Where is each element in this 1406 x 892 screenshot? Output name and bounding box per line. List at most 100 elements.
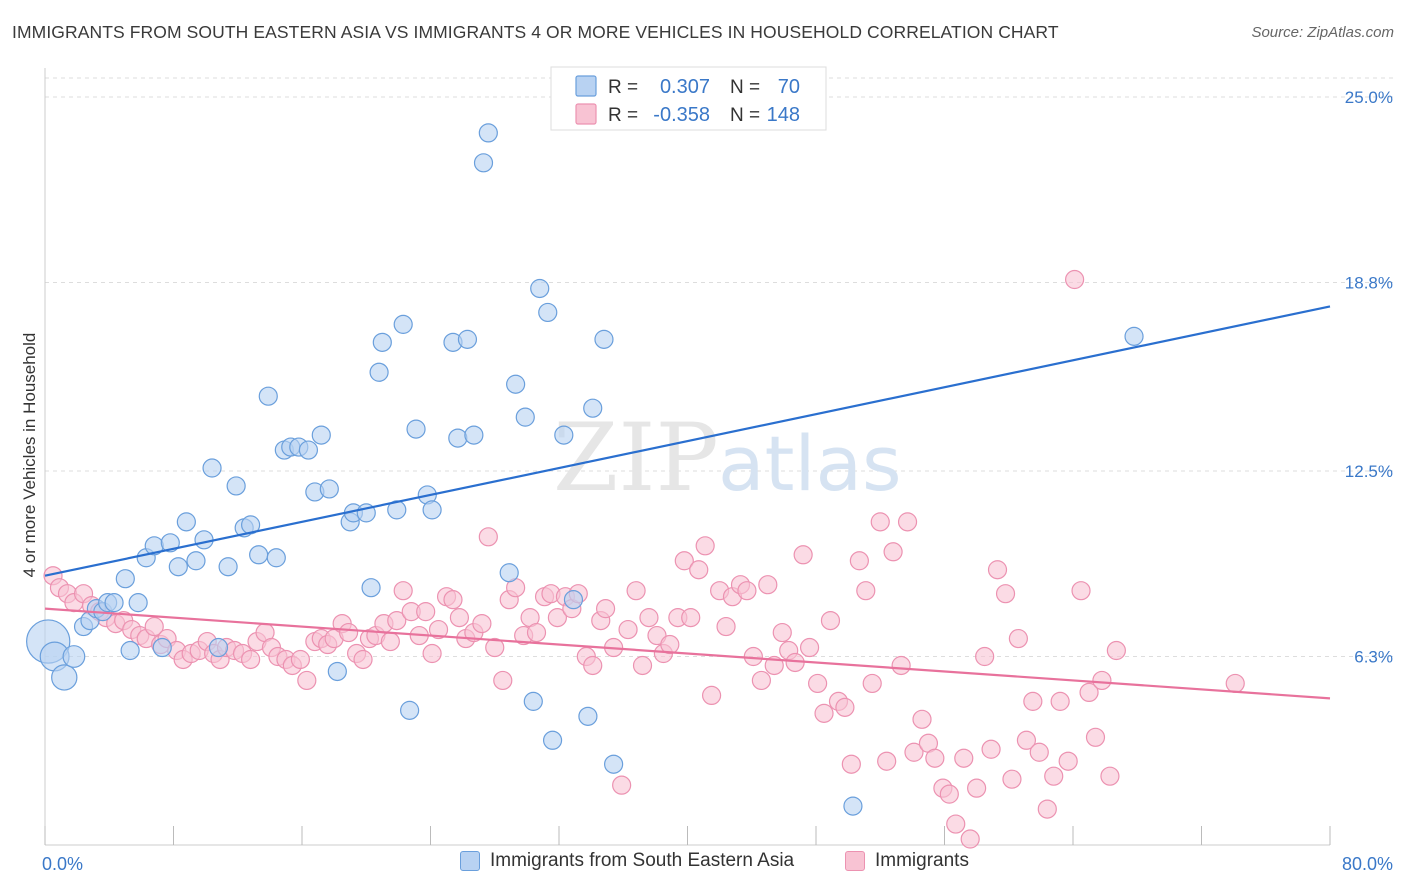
data-point-immigrants (737, 581, 757, 601)
data-point-immigrants (428, 619, 449, 640)
data-point-sea (327, 661, 347, 682)
data-point-sea (538, 302, 558, 323)
data-point-immigrants (618, 619, 638, 640)
data-point-sea (578, 706, 598, 726)
y-tick-label: 6.3% (1354, 648, 1393, 667)
data-point-immigrants (297, 670, 317, 691)
y-axis-label: 4 or more Vehicles in Household (20, 333, 39, 578)
data-point-immigrants (449, 608, 470, 628)
data-point-sea (176, 512, 196, 532)
data-point-immigrants (862, 673, 882, 694)
x-tick-label-max: 80.0% (1342, 854, 1393, 874)
data-point-immigrants (380, 631, 400, 652)
data-point-sea (372, 332, 392, 352)
data-point-sea (422, 500, 442, 520)
watermark: ZIP atlas (553, 404, 902, 513)
legend-n-label: N = (730, 77, 760, 98)
data-point-immigrants (639, 608, 659, 628)
data-point-immigrants (681, 608, 701, 628)
trend-line-immigrants (44, 607, 1331, 700)
data-point-immigrants (393, 581, 413, 601)
data-point-immigrants (946, 814, 966, 834)
data-point-immigrants (975, 646, 995, 667)
source-label: Source: ZipAtlas.com (1251, 24, 1394, 41)
data-point-sea (241, 515, 261, 535)
data-point-immigrants (954, 748, 974, 768)
data-point-immigrants (422, 643, 442, 664)
data-point-immigrants (912, 709, 932, 729)
data-point-immigrants (290, 649, 310, 670)
data-point-immigrants (925, 748, 945, 768)
data-point-immigrants (1023, 691, 1043, 711)
data-point-immigrants (820, 610, 841, 631)
data-point-immigrants (849, 551, 869, 571)
data-point-immigrants (1092, 670, 1112, 691)
data-point-immigrants (1100, 766, 1120, 786)
data-point-immigrants (841, 754, 861, 774)
data-point-immigrants (1079, 682, 1099, 703)
data-point-sea (128, 593, 148, 613)
data-point-sea (319, 479, 339, 499)
data-point-sea (186, 551, 206, 571)
axes (44, 68, 1331, 846)
legend-item-immigrants[interactable]: Immigrants (845, 850, 969, 872)
axis-labels: 6.3% 12.5% 18.8% 25.0% 0.0% 80.0% 4 or more Ve… (20, 88, 1393, 874)
data-point-immigrants (835, 697, 855, 717)
legend-r-value: -0.358 (653, 104, 710, 126)
data-point-immigrants (743, 646, 763, 667)
data-point-sea (152, 637, 172, 658)
data-point-immigrants (478, 527, 498, 547)
data-point-sea (400, 700, 420, 720)
data-point-immigrants (416, 602, 436, 622)
data-point-sea (266, 548, 286, 568)
x-tick-label-min: 0.0% (42, 854, 83, 874)
legend-r-value: 0.307 (660, 76, 710, 98)
data-point-immigrants (1065, 269, 1085, 290)
data-point-immigrants (241, 649, 261, 670)
data-point-immigrants (1037, 799, 1057, 819)
data-point-sea (554, 425, 574, 445)
legend-item-sea[interactable]: Immigrants from South Eastern Asia (460, 850, 794, 872)
series-immigrants-sea (26, 123, 1144, 816)
data-point-immigrants (877, 751, 897, 771)
legend-swatch-blue (460, 851, 480, 871)
data-point-sea (51, 664, 78, 691)
data-point-immigrants (674, 551, 694, 571)
data-point-immigrants (1225, 673, 1245, 694)
legend-swatch-pink (845, 851, 865, 871)
chart-title: IMMIGRANTS FROM SOUTH EASTERN ASIA VS IM… (12, 22, 1059, 42)
data-point-immigrants (856, 581, 876, 601)
data-point-immigrants (626, 581, 646, 601)
data-point-sea (258, 386, 278, 406)
data-point-immigrants (808, 673, 828, 694)
data-point-immigrants (904, 742, 924, 762)
data-point-sea (1124, 326, 1144, 346)
data-point-sea (298, 440, 319, 460)
data-point-immigrants (1002, 769, 1022, 789)
bottom-legend: Immigrants from South Eastern Asia Immig… (0, 850, 1406, 880)
data-point-sea (168, 557, 188, 577)
data-point-sea (393, 314, 413, 334)
data-point-immigrants (660, 634, 680, 655)
data-point-immigrants (695, 536, 715, 556)
data-point-sea (311, 425, 331, 445)
y-tick-label: 18.8% (1345, 274, 1393, 293)
legend-label-sea: Immigrants from South Eastern Asia (490, 850, 795, 871)
data-point-immigrants (1058, 751, 1078, 771)
data-point-immigrants (1016, 730, 1037, 750)
data-point-sea (202, 458, 222, 478)
data-point-immigrants (772, 622, 792, 643)
data-point-immigrants (144, 616, 164, 637)
data-point-immigrants (1029, 742, 1049, 762)
data-point-sea (218, 557, 238, 577)
data-point-immigrants (939, 784, 959, 804)
data-point-immigrants (870, 512, 890, 532)
data-point-sea (523, 691, 543, 711)
data-point-immigrants (758, 575, 778, 595)
data-point-immigrants (799, 637, 820, 658)
data-point-sea (506, 374, 526, 394)
data-point-immigrants (981, 739, 1001, 759)
data-point-sea (464, 425, 484, 445)
legend-n-value: 70 (778, 76, 800, 98)
data-point-sea (499, 563, 519, 583)
